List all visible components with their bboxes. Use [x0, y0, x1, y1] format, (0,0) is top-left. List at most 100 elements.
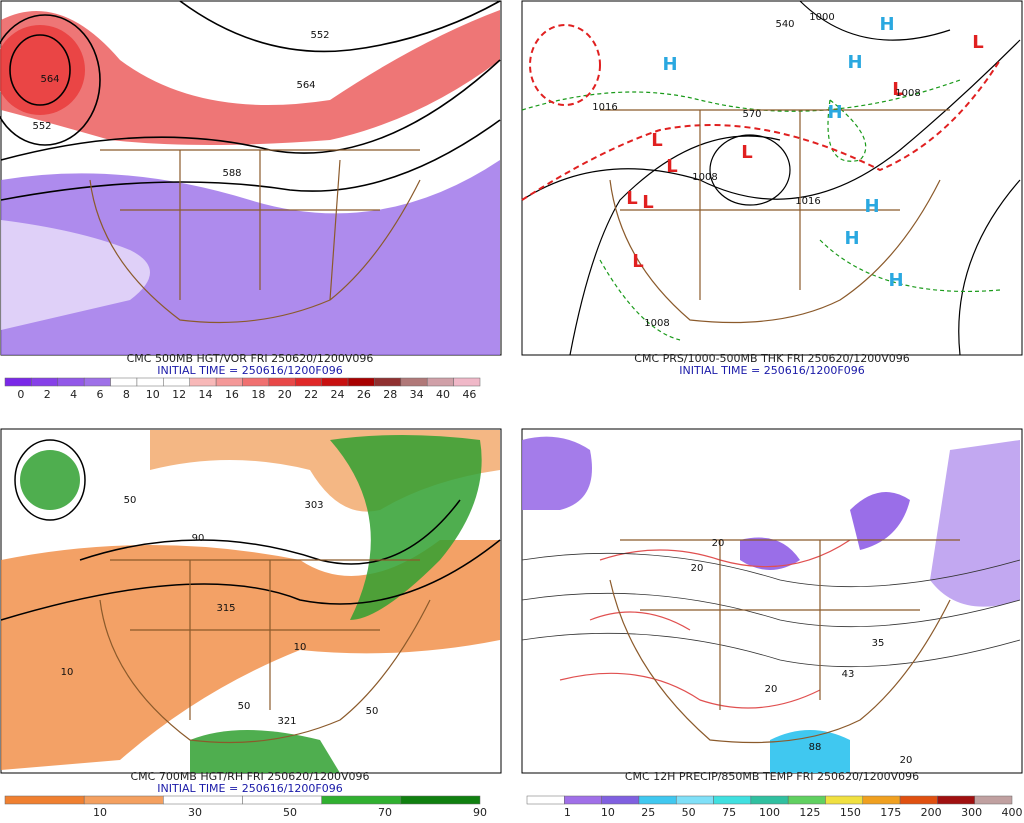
colorbar-label: 46	[462, 388, 476, 401]
colorbar-swatch	[4, 795, 85, 805]
contour-label: 10	[294, 642, 307, 653]
colorbar-label: 30	[188, 806, 202, 819]
contour-label: L	[892, 79, 903, 100]
colorbar-label: 25	[641, 806, 655, 819]
colorbar-label: 28	[383, 388, 397, 401]
colorbar-swatch	[110, 377, 138, 387]
panel-3-map	[0, 428, 502, 774]
colorbar-label: 75	[722, 806, 736, 819]
colorbar-label: 10	[601, 806, 615, 819]
colorbar-swatch	[564, 795, 602, 805]
colorbar-label: 40	[436, 388, 450, 401]
initial-time: INITIAL TIME = 250616/1200F096	[679, 364, 864, 377]
contour-label: 315	[216, 603, 235, 614]
colorbar-swatch	[526, 795, 565, 805]
colorbar-label: 100	[759, 806, 780, 819]
contour-label: 90	[192, 533, 205, 544]
contour-label: L	[642, 192, 653, 213]
contour-label: 540	[775, 19, 794, 30]
colorbar-swatch	[31, 377, 59, 387]
colorbar-swatch	[268, 377, 296, 387]
contour-label: 570	[742, 109, 761, 120]
map-title: CMC 700MB HGT/RH FRI 250620/1200V096	[130, 770, 369, 783]
colorbar-label: 150	[840, 806, 861, 819]
colorbar-swatch	[215, 377, 243, 387]
contour-label: H	[847, 52, 862, 73]
contour-label: L	[972, 32, 983, 53]
colorbar-label: 16	[225, 388, 239, 401]
contour-label: L	[741, 142, 752, 163]
colorbar-swatch	[83, 795, 164, 805]
contour-label: 1008	[692, 172, 717, 183]
colorbar-swatch	[4, 377, 32, 387]
panel-4-map	[521, 428, 1023, 774]
contour-label: L	[666, 156, 677, 177]
contour-label: L	[632, 251, 643, 272]
contour-label: 552	[32, 121, 51, 132]
colorbar-swatch	[57, 377, 85, 387]
colorbar-label: 90	[473, 806, 487, 819]
colorbar-label: 1	[564, 806, 571, 819]
colorbar-swatch	[862, 795, 901, 805]
colorbar-label: 125	[799, 806, 820, 819]
colorbar-label: 34	[410, 388, 424, 401]
colorbar-swatch	[163, 377, 190, 387]
colorbar-swatch	[295, 377, 322, 387]
contour-label: 20	[765, 684, 778, 695]
initial-time: INITIAL TIME = 250616/1200F096	[157, 364, 342, 377]
colorbar-swatch	[321, 795, 402, 805]
contour-label: 1016	[592, 102, 617, 113]
colorbar-swatch	[426, 377, 454, 387]
colorbar-label: 14	[199, 388, 213, 401]
colorbar-label: 50	[283, 806, 297, 819]
contour-label: 20	[712, 538, 725, 549]
panel-1-map	[0, 0, 502, 356]
colorbar-swatch	[400, 795, 481, 805]
map-title: CMC 500MB HGT/VOR FRI 250620/1200V096	[127, 352, 374, 365]
colorbar-label: 26	[357, 388, 371, 401]
contour-label: 552	[310, 30, 329, 41]
contour-label: 321	[277, 716, 296, 727]
map-title: CMC PRS/1000-500MB THK FRI 250620/1200V0…	[634, 352, 909, 365]
colorbar-swatch	[750, 795, 789, 805]
colorbar-swatch	[374, 377, 402, 387]
colorbar-label: 22	[304, 388, 318, 401]
contour-label: 564	[40, 74, 59, 85]
contour-label: 35	[872, 638, 885, 649]
colorbar-swatch	[242, 377, 270, 387]
colorbar-label: 6	[97, 388, 104, 401]
colorbar-label: 70	[378, 806, 392, 819]
map-title: CMC 12H PRECIP/850MB TEMP FRI 250620/120…	[625, 770, 919, 783]
contour-label: 1000	[809, 12, 834, 23]
contour-label: 20	[691, 563, 704, 574]
contour-label: 50	[238, 701, 251, 712]
colorbar-swatch	[787, 795, 826, 805]
contour-label: H	[662, 54, 677, 75]
colorbar-label: 12	[172, 388, 186, 401]
colorbar-label: 20	[278, 388, 292, 401]
initial-time: INITIAL TIME = 250616/1200F096	[157, 782, 342, 795]
contour-label: L	[651, 130, 662, 151]
colorbar-swatch	[713, 795, 752, 805]
contour-label: 50	[366, 706, 379, 717]
colorbar-swatch	[601, 795, 640, 805]
colorbar-label: 0	[17, 388, 24, 401]
colorbar-label: 175	[880, 806, 901, 819]
colorbar-label: 2	[44, 388, 51, 401]
colorbar-swatch	[453, 377, 481, 387]
contour-label: 588	[222, 168, 241, 179]
colorbar-swatch	[400, 377, 428, 387]
contour-label: 564	[296, 80, 315, 91]
contour-label: 1008	[895, 88, 920, 99]
colorbar-label: 400	[1002, 806, 1023, 819]
colorbar-label: 50	[682, 806, 696, 819]
contour-label: 1008	[644, 318, 669, 329]
colorbar-swatch	[937, 795, 975, 805]
colorbar-swatch	[899, 795, 938, 805]
contour-label: 1016	[795, 196, 820, 207]
colorbar-swatch	[321, 377, 349, 387]
colorbar-label: 300	[961, 806, 982, 819]
colorbar-label: 24	[331, 388, 345, 401]
colorbar-swatch	[163, 795, 243, 805]
colorbar-swatch	[347, 377, 375, 387]
